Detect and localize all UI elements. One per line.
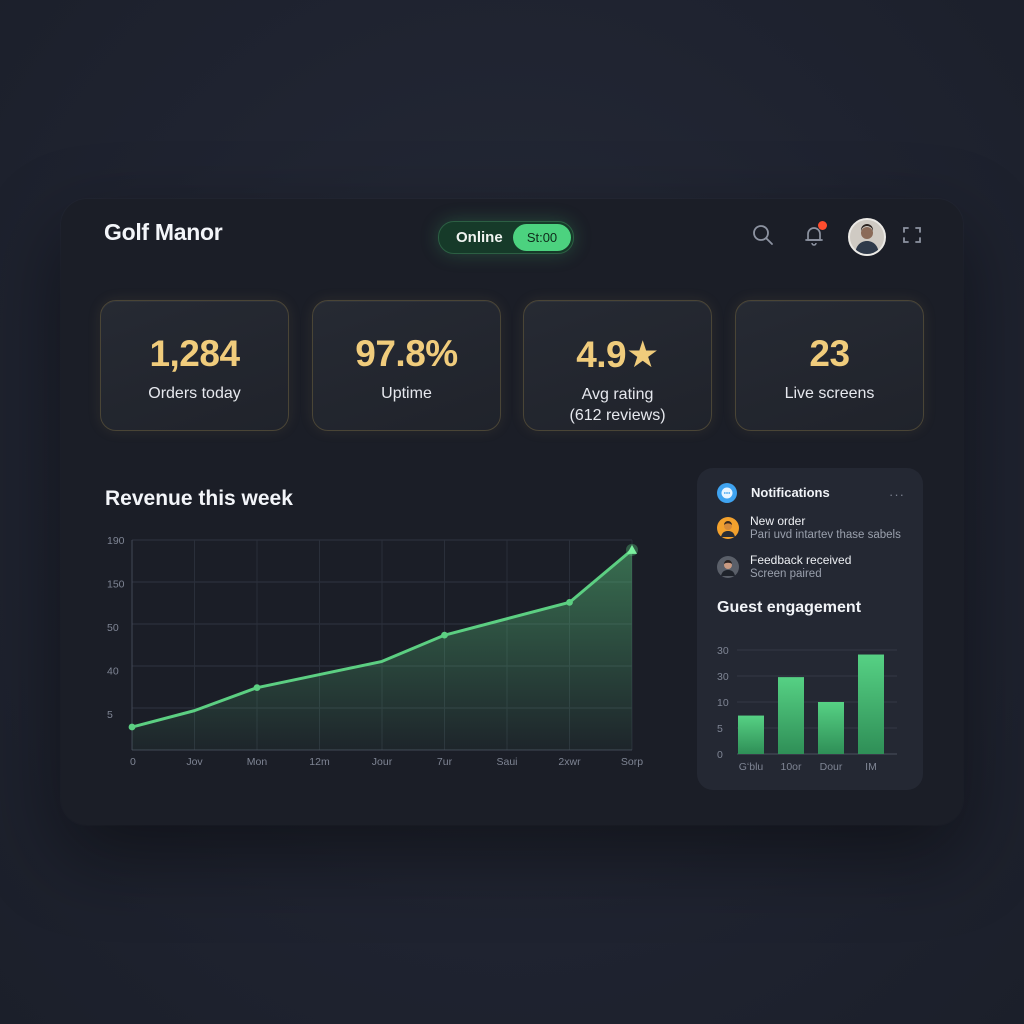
bar (778, 677, 804, 754)
kpi-label: Live screens (784, 385, 875, 402)
kpi-label: Orders today (148, 385, 241, 402)
data-point (253, 684, 261, 692)
y-tick-label: 10 (717, 697, 729, 709)
series-line (130, 548, 634, 729)
x-tick-label: 0 (130, 756, 136, 768)
notifications-title: Notifications (751, 485, 830, 500)
data-point (627, 544, 637, 554)
x-tick-label: Saui (496, 756, 517, 768)
data-point (566, 598, 573, 606)
y-tick-label: 5 (107, 709, 113, 721)
bell-icon[interactable] (802, 221, 827, 247)
bar (738, 715, 764, 754)
status-toggle[interactable]: Online St:00 (438, 221, 574, 254)
x-tick-label: Mon (247, 756, 268, 768)
notification-title: New order (750, 514, 806, 528)
y-tick-label: 30 (717, 671, 729, 683)
search-icon[interactable] (751, 223, 775, 247)
notification-item[interactable]: New order Pari uvd intartev thase sabels (717, 514, 917, 550)
x-tick-label: Gʻblu (739, 761, 764, 773)
kpi-value: 23 (809, 333, 850, 374)
kpi-value: 1,284 (149, 333, 240, 374)
x-tick-label: 7ur (437, 756, 453, 768)
notification-badge (818, 221, 827, 230)
avatar (717, 556, 739, 578)
y-tick-label: 5 (717, 723, 723, 735)
data-point (441, 631, 448, 639)
y-tick-label: 0 (717, 749, 723, 761)
notification-subtitle: Screen paired (750, 568, 822, 580)
data-point (128, 723, 136, 731)
notification-title: Feedback received (750, 553, 852, 567)
engagement-chart: 0 5 10 30 30 Gʻblu 10or Dour IM (717, 645, 897, 773)
x-tick-label: 10or (780, 761, 802, 773)
engagement-title: Guest engagement (717, 599, 862, 616)
x-tick-label: IM (865, 761, 877, 773)
revenue-chart: 5 40 50 150 190 0 Jov Mon 12m Jour 7ur Saui 2xwr Sorp (107, 535, 643, 768)
x-tick-label: 12m (309, 756, 330, 768)
y-tick-label: 50 (107, 622, 119, 634)
bar (858, 654, 884, 754)
avatar (717, 517, 739, 539)
chat-icon (717, 483, 737, 503)
kpi-orders-today[interactable]: 1,284 Orders today (100, 300, 289, 431)
status-label: Online (456, 229, 503, 246)
kpi-value: 4.9★ (576, 334, 659, 375)
x-tick-label: Jour (372, 756, 393, 768)
bar (818, 702, 844, 754)
y-tick-label: 190 (107, 535, 125, 547)
y-tick-label: 40 (107, 666, 119, 678)
avatar[interactable] (848, 218, 886, 256)
x-tick-label: Sorp (621, 756, 643, 768)
x-tick-label: 2xwr (558, 756, 581, 768)
series-area (132, 549, 632, 750)
kpi-value: 97.8% (355, 333, 458, 374)
expand-icon[interactable] (900, 223, 924, 247)
y-tick-label: 30 (717, 645, 729, 657)
kpi-label: Avg rating (581, 386, 654, 403)
app-title: Golf Manor (104, 219, 223, 245)
dashboard-panel: Golf Manor Online St:00 1,284 Orders tod… (61, 199, 963, 825)
revenue-title: Revenue this week (105, 487, 293, 510)
y-tick-label: 150 (107, 579, 125, 591)
notification-item[interactable]: Feedback received Screen paired (717, 553, 917, 589)
x-tick-label: Dour (820, 761, 843, 773)
status-pill: St:00 (513, 224, 571, 251)
kpi-sublabel: (612 reviews) (569, 407, 666, 424)
kpi-label: Uptime (381, 385, 432, 402)
x-tick-label: Jov (186, 756, 203, 768)
kpi-uptime[interactable]: 97.8% Uptime (312, 300, 501, 431)
side-card: Notifications ··· New order Pari uvd int… (697, 468, 923, 790)
kpi-live-screens[interactable]: 23 Live screens (735, 300, 924, 431)
kpi-avg-rating[interactable]: 4.9★ Avg rating (612 reviews) (523, 300, 712, 431)
more-icon[interactable]: ··· (889, 487, 905, 502)
notification-subtitle: Pari uvd intartev thase sabels (750, 529, 901, 541)
